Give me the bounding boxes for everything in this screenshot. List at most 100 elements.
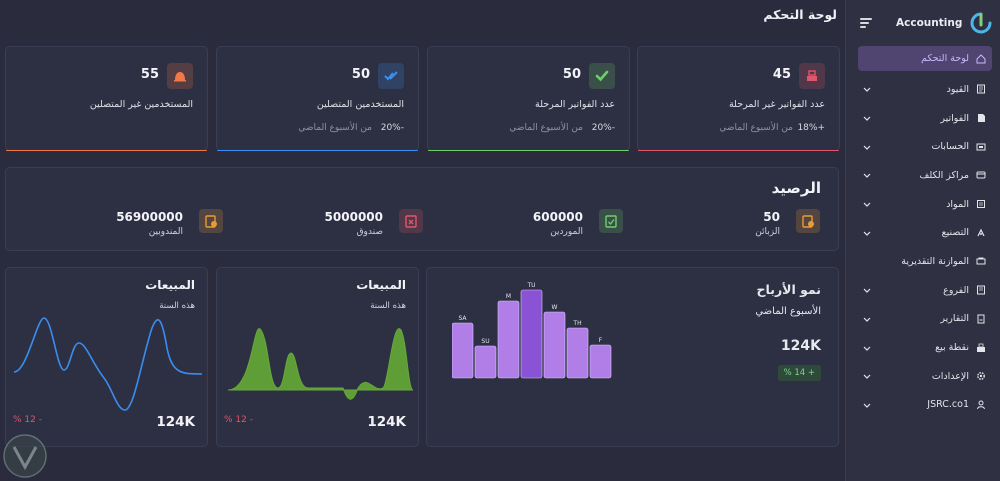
settings-icon xyxy=(975,370,987,382)
sidebar-item-6[interactable]: التصنيع xyxy=(858,218,992,247)
sidebar-item-4[interactable]: مراكز الكلف xyxy=(858,161,992,190)
balance-value: 50 xyxy=(763,210,780,224)
bar-label-w: W xyxy=(552,304,558,311)
stat-accent-line xyxy=(638,149,839,151)
sidebar-item-12[interactable]: JSRC.co1 xyxy=(858,391,992,420)
bar-m xyxy=(497,300,520,379)
chevron-down-icon xyxy=(863,372,871,380)
chevron-down-icon xyxy=(863,171,871,179)
brand-name: Accounting xyxy=(896,17,963,29)
sidebar-item-7[interactable]: الموازنة التقديرية xyxy=(858,247,992,276)
balance-value: 5000000 xyxy=(324,210,383,224)
sidebar-item-5[interactable]: المواد xyxy=(858,190,992,219)
branches-icon xyxy=(975,284,987,296)
stat-label: عدد الفواتير المرحلة xyxy=(535,99,615,110)
sidebar-item-label: التقارير xyxy=(940,313,969,325)
stat-value: 55 xyxy=(140,67,159,82)
sales-card-green: المبيعات هذه السنة 124K - 12 % xyxy=(216,267,419,447)
sidebar-item-2[interactable]: الفواتير xyxy=(858,104,992,133)
balance-label: المندوبين xyxy=(148,227,183,237)
sales-blue-subtitle: هذه السنة xyxy=(159,301,195,311)
balance-item: 600000 الموردين xyxy=(503,208,623,242)
cost-center-icon xyxy=(975,169,987,181)
bar-label-su: SU xyxy=(481,338,489,345)
stat-card: 55 المستخدمين غير المتصلين xyxy=(5,46,208,151)
sidebar-item-8[interactable]: الفروع xyxy=(858,276,992,305)
balance-card: الرصيد 50 الزبائن 600000 الموردين 5000000 صند… xyxy=(5,167,839,251)
chevron-down-icon xyxy=(863,315,871,323)
chevron-down-icon xyxy=(863,229,871,237)
accounts-icon xyxy=(975,141,987,153)
check-icon xyxy=(589,63,615,89)
sidebar-item-3[interactable]: الحسابات xyxy=(858,132,992,161)
bar-label-tu: TU xyxy=(526,282,535,289)
bar-label-f: F xyxy=(599,337,603,344)
sidebar-item-1[interactable]: القيود xyxy=(858,75,992,104)
bar-th xyxy=(566,327,589,379)
chevron-down-icon xyxy=(863,344,871,352)
chevron-down-icon xyxy=(863,286,871,294)
sidebar-item-11[interactable]: الإعدادات xyxy=(858,362,992,391)
reports-icon xyxy=(975,313,987,325)
chevron-down-icon xyxy=(863,200,871,208)
clipboard-x-icon xyxy=(399,209,423,233)
chevron-down-icon xyxy=(863,401,871,409)
sales-blue-delta: - 12 % xyxy=(13,415,42,425)
bar-label-sa: SA xyxy=(458,315,467,322)
sales-green-value: 124K xyxy=(367,414,406,430)
bar-tu xyxy=(520,289,543,379)
stat-accent-line xyxy=(6,149,207,151)
sidebar-item-label: نقطة بيع xyxy=(935,342,969,354)
sidebar-nav: لوحة التحكم القيود الفواتير الحسابات مراكز ا… xyxy=(846,46,1000,419)
sidebar-item-label: الحسابات xyxy=(931,141,969,153)
stat-period: من الأسبوع الماضي xyxy=(719,123,793,133)
stat-accent-line xyxy=(217,149,418,151)
sidebar-item-10[interactable]: نقطة بيع xyxy=(858,333,992,362)
sidebar-item-label: الفروع xyxy=(943,284,969,296)
stat-value: 50 xyxy=(562,67,581,82)
sidebar-item-label: المواد xyxy=(946,198,969,210)
bar-sa xyxy=(452,322,474,379)
profit-growth-card: نمو الأرباح الأسبوع الماضي 124K + 14 % S… xyxy=(426,267,839,447)
stat-value: 45 xyxy=(772,67,791,82)
user-icon xyxy=(975,399,987,411)
stat-period: من الأسبوع الماضي xyxy=(298,123,372,133)
sidebar-item-label: JSRC.co1 xyxy=(927,399,969,411)
pos-icon xyxy=(975,342,987,354)
stat-period: من الأسبوع الماضي xyxy=(509,123,583,133)
balance-item: 56900000 المندوبين xyxy=(103,208,223,242)
materials-icon xyxy=(975,198,987,210)
stat-card: 50 عدد الفواتير المرحلة -20% من الأسبوع الم… xyxy=(427,46,630,151)
menu-toggle-icon[interactable] xyxy=(860,18,874,28)
stat-label: المستخدمين المتصلين xyxy=(316,99,404,110)
sales-blue-title: المبيعات xyxy=(145,278,195,292)
stat-delta: -20% xyxy=(591,123,615,133)
stat-card: 50 المستخدمين المتصلين -20% من الأسبوع الما… xyxy=(216,46,419,151)
sidebar-brand: Accounting xyxy=(846,0,1000,46)
sidebar-item-label: القيود xyxy=(946,83,969,95)
sales-card-blue: المبيعات هذه السنة 124K - 12 % xyxy=(5,267,208,447)
page-title: لوحة التحكم xyxy=(763,7,837,22)
manufacturing-icon xyxy=(975,227,987,239)
balance-value: 56900000 xyxy=(116,210,183,224)
sidebar: Accounting لوحة التحكم القيود الفواتير الحس… xyxy=(845,0,1000,481)
bar-w xyxy=(543,311,566,379)
profit-bar-chart: SA SU M TU W TH F xyxy=(452,282,612,379)
profit-title: نمو الأرباح xyxy=(756,282,821,297)
sidebar-item-label: لوحة التحكم xyxy=(921,53,969,64)
sales-green-delta: - 12 % xyxy=(224,415,253,425)
clipboard-clock-icon xyxy=(199,209,223,233)
sales-green-title: المبيعات xyxy=(356,278,406,292)
stat-card: 45 عدد الفواتير غير المرحلة +18% من الأسبوع… xyxy=(637,46,840,151)
profit-value: 124K xyxy=(780,338,821,354)
sidebar-item-label: الإعدادات xyxy=(931,370,969,382)
stat-accent-line xyxy=(428,149,629,151)
chevron-down-icon xyxy=(863,143,871,151)
sidebar-item-0[interactable]: لوحة التحكم xyxy=(858,46,992,71)
balance-title: الرصيد xyxy=(771,179,821,197)
balance-item: 50 الزبائن xyxy=(700,208,820,242)
sidebar-item-9[interactable]: التقارير xyxy=(858,305,992,334)
clipboard-check-icon xyxy=(599,209,623,233)
bar-su xyxy=(474,345,497,379)
profit-badge: + 14 % xyxy=(777,365,821,381)
